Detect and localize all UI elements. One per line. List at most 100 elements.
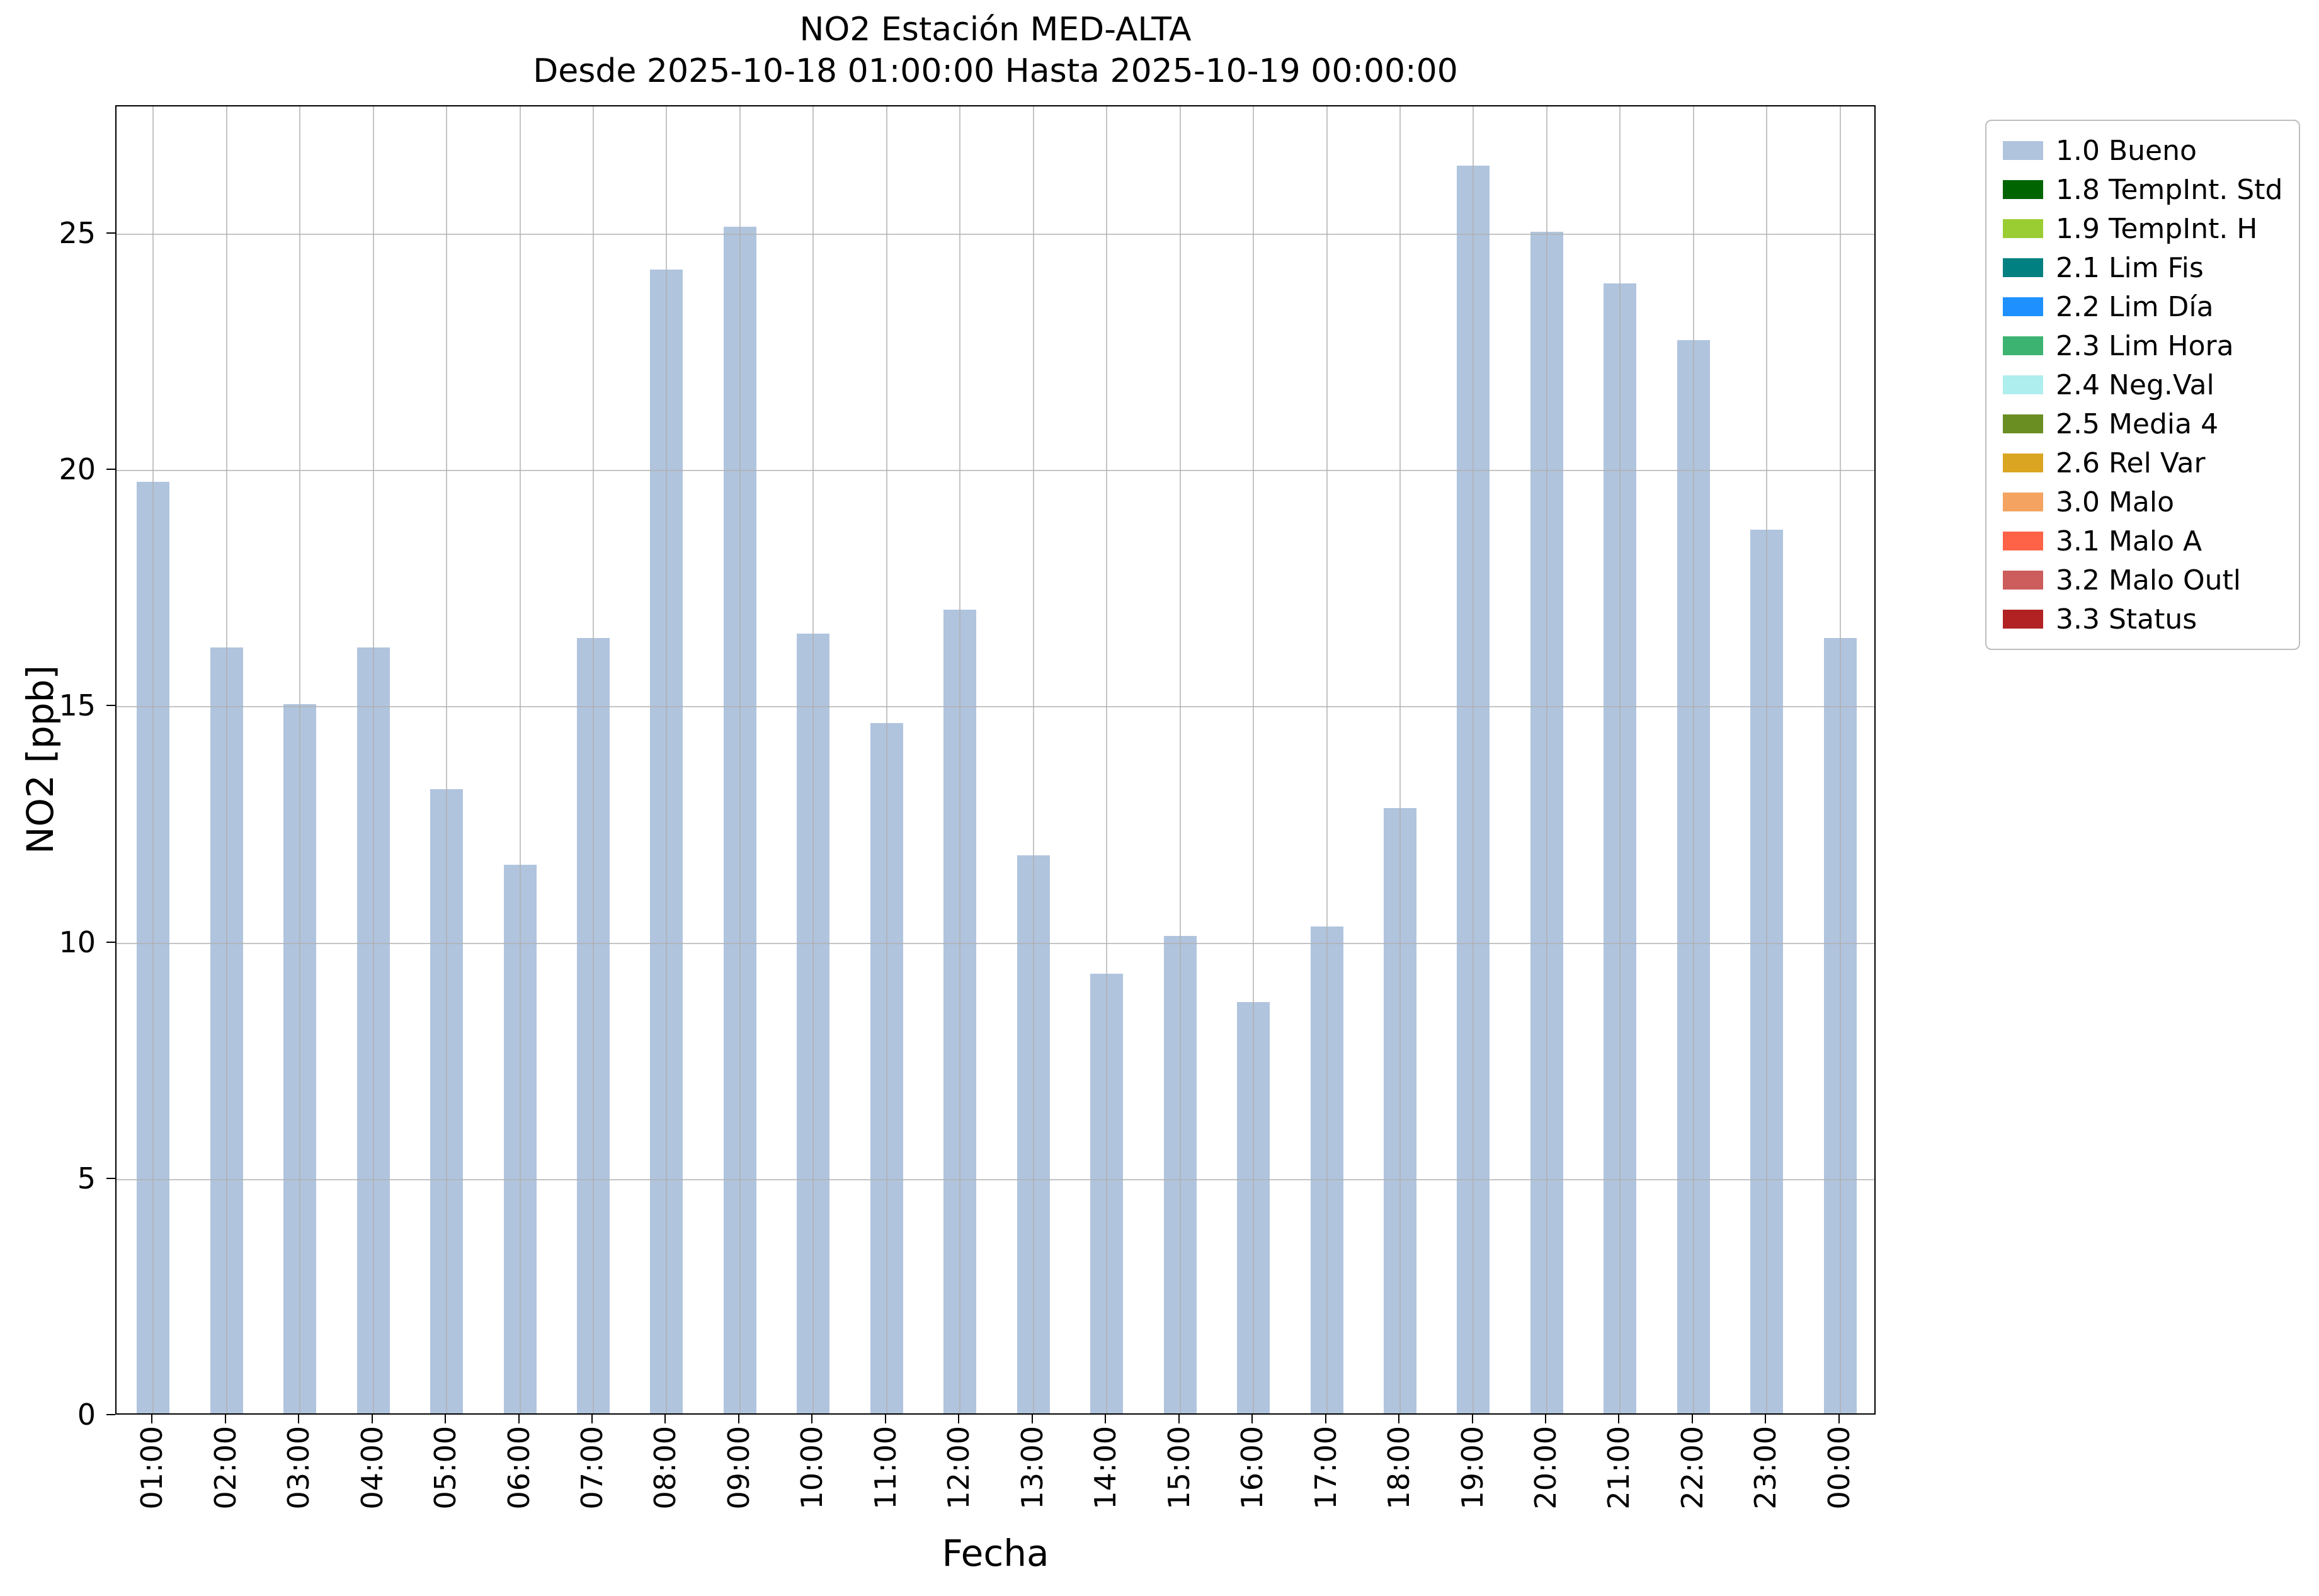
x-tick-mark [958, 1415, 960, 1423]
x-gridline [1619, 106, 1621, 1413]
x-tick-mark [1544, 1415, 1546, 1423]
x-tick-mark [1838, 1415, 1840, 1423]
y-tick-mark [106, 1414, 115, 1415]
x-gridline [666, 106, 668, 1413]
x-gridline [959, 106, 961, 1413]
legend-label: 3.1 Malo A [2056, 525, 2202, 557]
y-tick-label: 0 [77, 1398, 96, 1432]
legend-item: 2.1 Lim Fis [2003, 248, 2282, 287]
legend-item: 2.3 Lim Hora [2003, 326, 2282, 365]
x-tick-mark [1691, 1415, 1693, 1423]
x-gridline [886, 106, 887, 1413]
legend-item: 1.9 TempInt. H [2003, 209, 2282, 248]
legend-swatch [2003, 180, 2043, 199]
x-gridline [1399, 106, 1401, 1413]
x-gridline [1766, 106, 1768, 1413]
legend-swatch [2003, 610, 2043, 629]
y-gridline [117, 469, 1874, 471]
legend-item: 3.1 Malo A [2003, 522, 2282, 561]
x-tick-mark [1031, 1415, 1033, 1423]
legend-item: 2.2 Lim Día [2003, 287, 2282, 326]
plot-area [115, 105, 1876, 1415]
x-tick-label: 02:00 [208, 1426, 242, 1510]
x-gridline [592, 106, 594, 1413]
legend-label: 2.6 Rel Var [2056, 447, 2206, 479]
legend-item: 2.6 Rel Var [2003, 443, 2282, 482]
x-tick-mark [445, 1415, 447, 1423]
x-tick-mark [371, 1415, 373, 1423]
x-tick-label: 15:00 [1161, 1426, 1196, 1510]
y-tick-label: 15 [59, 688, 96, 723]
chart-title: NO2 Estación MED-ALTA Desde 2025-10-18 0… [115, 9, 1876, 92]
chart-title-line1: NO2 Estación MED-ALTA [799, 11, 1192, 48]
x-axis-label: Fecha [942, 1532, 1049, 1575]
x-gridline [1692, 106, 1694, 1413]
legend-label: 2.3 Lim Hora [2056, 329, 2234, 362]
y-gridline [117, 1178, 1874, 1180]
legend-label: 3.0 Malo [2056, 486, 2175, 518]
x-tick-mark [811, 1415, 813, 1423]
legend-swatch [2003, 571, 2043, 590]
y-tick-mark [106, 468, 115, 470]
y-tick-mark [106, 941, 115, 943]
x-gridline [152, 106, 154, 1413]
x-tick-label: 20:00 [1528, 1426, 1563, 1510]
x-gridline [1032, 106, 1034, 1413]
legend-swatch [2003, 493, 2043, 511]
legend-item: 3.0 Malo [2003, 482, 2282, 522]
legend-swatch [2003, 336, 2043, 355]
x-gridline [446, 106, 448, 1413]
y-tick-label: 20 [59, 452, 96, 486]
x-gridline [739, 106, 741, 1413]
legend-label: 1.0 Bueno [2056, 134, 2197, 167]
x-tick-label: 13:00 [1015, 1426, 1049, 1510]
x-gridline [225, 106, 227, 1413]
chart-title-line2: Desde 2025-10-18 01:00:00 Hasta 2025-10-… [533, 52, 1458, 90]
x-gridline [1106, 106, 1108, 1413]
x-gridline [812, 106, 814, 1413]
x-tick-label: 19:00 [1455, 1426, 1490, 1510]
x-gridline [519, 106, 521, 1413]
legend-label: 3.3 Status [2056, 603, 2197, 636]
legend-swatch [2003, 219, 2043, 238]
x-gridline [1326, 106, 1328, 1413]
x-tick-mark [1105, 1415, 1107, 1423]
x-tick-label: 03:00 [282, 1426, 316, 1510]
y-tick-mark [106, 232, 115, 234]
x-gridline [299, 106, 301, 1413]
x-tick-label: 04:00 [355, 1426, 389, 1510]
x-tick-label: 21:00 [1602, 1426, 1636, 1510]
x-tick-label: 01:00 [135, 1426, 169, 1510]
legend-swatch [2003, 141, 2043, 160]
x-tick-mark [298, 1415, 300, 1423]
x-tick-label: 16:00 [1235, 1426, 1270, 1510]
legend-swatch [2003, 258, 2043, 277]
y-tick-mark [106, 705, 115, 707]
legend-swatch [2003, 375, 2043, 394]
legend-label: 1.8 TempInt. Std [2056, 173, 2283, 206]
x-tick-label: 18:00 [1382, 1426, 1416, 1510]
x-tick-label: 11:00 [868, 1426, 903, 1510]
y-gridline [117, 233, 1874, 235]
x-gridline [372, 106, 374, 1413]
y-tick-label: 5 [77, 1161, 96, 1195]
x-gridline [1253, 106, 1255, 1413]
legend-item: 1.0 Bueno [2003, 131, 2282, 170]
x-tick-label: 08:00 [648, 1426, 683, 1510]
legend-swatch [2003, 414, 2043, 433]
x-tick-label: 14:00 [1088, 1426, 1123, 1510]
x-tick-mark [151, 1415, 153, 1423]
legend-item: 2.4 Neg.Val [2003, 365, 2282, 404]
x-tick-mark [738, 1415, 739, 1423]
legend-label: 2.2 Lim Día [2056, 290, 2214, 323]
x-tick-mark [1765, 1415, 1767, 1423]
legend-label: 2.4 Neg.Val [2056, 368, 2214, 401]
legend-item: 2.5 Media 4 [2003, 404, 2282, 443]
y-tick-label: 10 [59, 925, 96, 959]
legend: 1.0 Bueno 1.8 TempInt. Std 1.9 TempInt. H 2… [1985, 120, 2301, 650]
legend-item: 3.3 Status [2003, 600, 2282, 639]
legend-swatch [2003, 453, 2043, 472]
y-tick-mark [106, 1177, 115, 1179]
y-gridline [117, 942, 1874, 944]
